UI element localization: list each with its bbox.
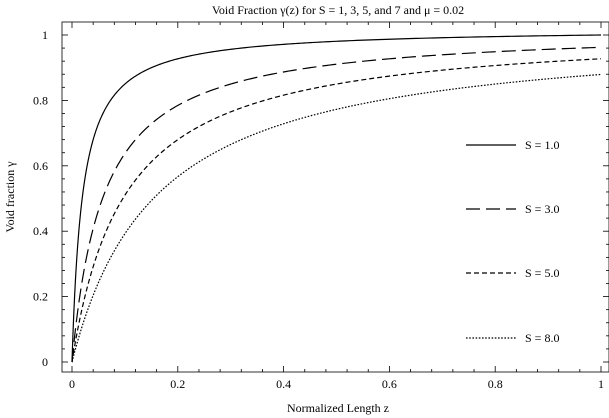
series-line-s8 [71,73,602,363]
y-tick-label: 0.4 [33,224,48,238]
y-tick-label: 1 [42,28,48,42]
x-tick-label: 1 [598,377,604,391]
y-axis-title: Void fraction γ [3,161,17,233]
x-tick-label: 0.8 [488,377,503,391]
y-tick-label: 0 [42,355,48,369]
y-tick-label: 0.8 [33,93,48,107]
legend-label: S = 5.0 [525,266,559,280]
y-tick-labels: 0 0.2 0.4 0.6 0.8 1 [33,28,48,369]
x-tick-label: 0.2 [170,377,185,391]
x-axis-title: Normalized Length z [287,401,389,415]
x-tick-label: 0.4 [276,377,291,391]
plot-frame [61,21,609,373]
legend-label: S = 3.0 [525,202,559,216]
series-line-s1 [71,34,602,362]
chart-title: Void Fraction γ(z) for S = 1, 3, 5, and … [212,3,464,17]
axis-ticks [62,22,609,372]
series-line-s5 [71,58,602,363]
y-tick-label: 0.6 [33,159,48,173]
x-tick-label: 0 [69,377,75,391]
legend: S = 1.0 S = 3.0 S = 5.0 S = 8.0 [466,138,559,345]
x-tick-labels: 0 0.2 0.4 0.6 0.8 1 [69,377,604,391]
y-tick-label: 0.2 [33,290,48,304]
series-line-s3 [71,46,602,363]
series-lines [71,34,602,363]
x-tick-label: 0.6 [382,377,397,391]
legend-label: S = 1.0 [525,138,559,152]
legend-label: S = 8.0 [525,331,559,345]
